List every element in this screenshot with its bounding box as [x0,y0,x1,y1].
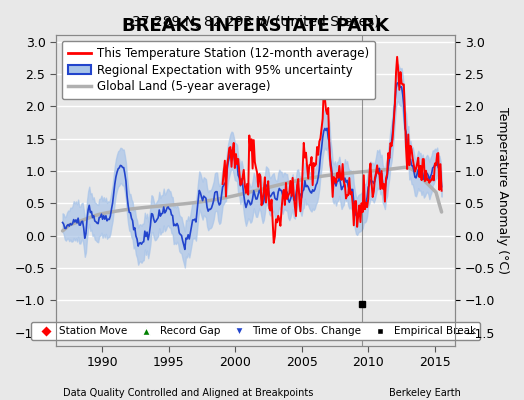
Y-axis label: Temperature Anomaly (°C): Temperature Anomaly (°C) [496,107,509,274]
Text: Data Quality Controlled and Aligned at Breakpoints: Data Quality Controlled and Aligned at B… [63,388,313,398]
Text: Berkeley Earth: Berkeley Earth [389,388,461,398]
Text: 37.289 N, 82.293 W (United States): 37.289 N, 82.293 W (United States) [132,15,379,29]
Legend: Station Move, Record Gap, Time of Obs. Change, Empirical Break: Station Move, Record Gap, Time of Obs. C… [31,322,480,340]
Title: BREAKS INTERSTATE PARK: BREAKS INTERSTATE PARK [122,17,389,35]
